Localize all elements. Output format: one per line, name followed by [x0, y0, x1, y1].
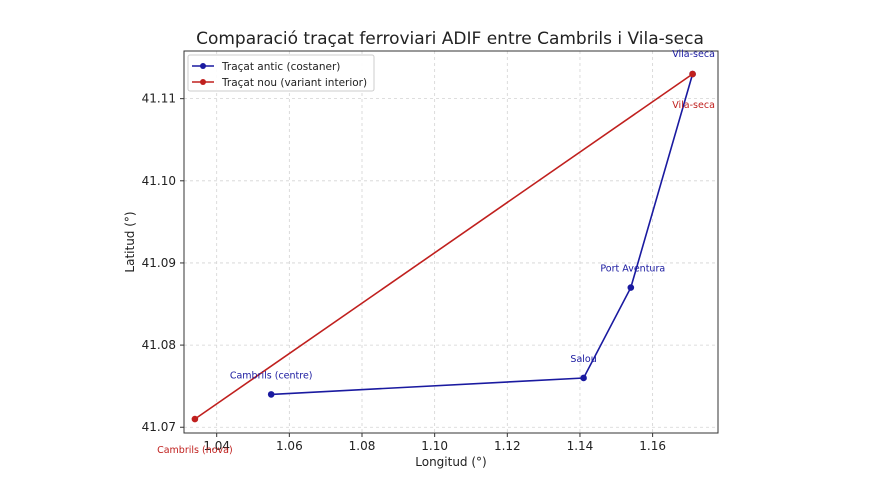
data-point [580, 374, 587, 382]
data-point [689, 70, 696, 78]
x-axis-label: Longitud (°) [415, 455, 486, 469]
legend-label: Traçat antic (costaner) [221, 61, 340, 73]
y-axis: 41.07 41.08 41.09 41.10 41.11 [142, 92, 184, 434]
legend-label: Traçat nou (variant interior) [221, 77, 367, 89]
legend: Traçat antic (costaner) Traçat nou (varia… [187, 54, 375, 92]
point-label: Cambrils (nova) [157, 445, 233, 456]
x-tick-label: 1.04 [203, 439, 230, 453]
point-labels: Cambrils (centre) Salou Port Aventura Vila-… [157, 49, 715, 456]
data-point [627, 284, 635, 291]
x-tick-label: 1.16 [639, 439, 666, 453]
legend-marker [200, 79, 206, 85]
grid [184, 51, 718, 433]
y-tick-label: 41.09 [142, 256, 176, 270]
data-point [191, 415, 199, 423]
y-axis-label: Latitud (°) [123, 211, 137, 272]
x-tick-label: 1.14 [567, 439, 594, 453]
chart-title: Comparació traçat ferroviari ADIF entre … [196, 29, 704, 49]
point-label: Salou [570, 354, 596, 365]
point-label: Vila-seca [672, 49, 715, 60]
y-tick-label: 41.07 [142, 420, 176, 434]
y-tick-label: 41.08 [142, 338, 176, 352]
y-tick-label: 41.10 [142, 174, 176, 188]
point-label: Cambrils (centre) [230, 370, 313, 381]
data-point [267, 391, 275, 398]
x-tick-label: 1.08 [349, 439, 376, 453]
point-label: Vila-seca [672, 100, 715, 111]
x-tick-label: 1.06 [276, 439, 303, 453]
x-axis: 1.04 1.06 1.08 1.10 1.12 1.14 1.16 [203, 433, 666, 453]
x-tick-label: 1.12 [494, 439, 521, 453]
series-line [271, 73, 694, 396]
series-layer [191, 70, 696, 423]
plot-frame [183, 50, 719, 434]
x-tick-label: 1.10 [421, 439, 448, 453]
y-tick-label: 41.11 [142, 92, 176, 106]
point-label: Port Aventura [600, 264, 665, 275]
legend-marker [200, 63, 206, 69]
series-line [194, 73, 694, 420]
legend-box [187, 54, 375, 92]
